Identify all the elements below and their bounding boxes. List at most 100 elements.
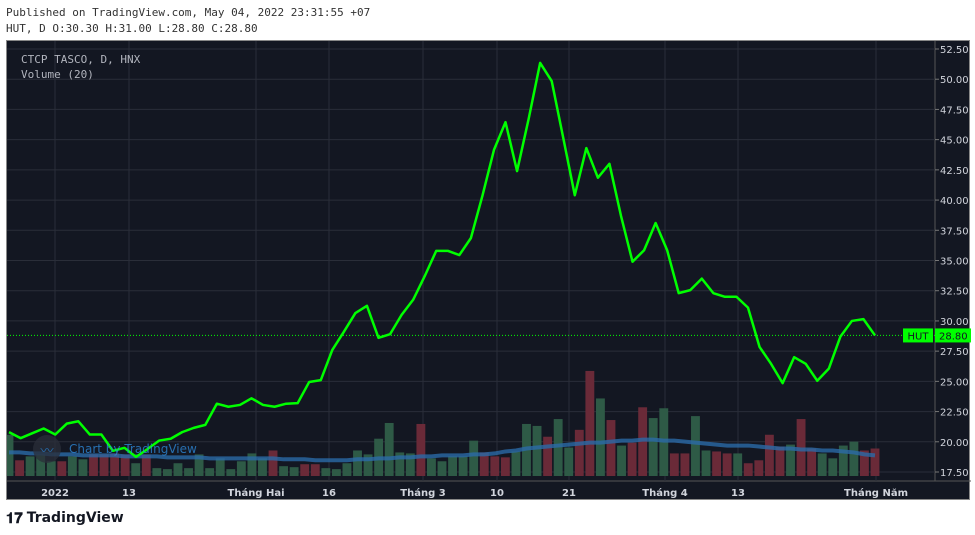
watermark: 〰 Chart by TradingView [33,435,197,463]
volume-bar [448,456,457,476]
volume-bar [363,454,373,476]
volume-bar [194,454,204,476]
price-tick-label: 22.50 [940,408,969,419]
volume-bar [849,441,859,476]
volume-bar [585,370,595,476]
volume-bar [141,454,151,476]
volume-bar [500,457,510,476]
price-tick-label: 27.50 [940,347,969,358]
brand-name: TradingView [26,510,124,526]
price-tick-label: 37.50 [940,226,969,237]
volume-bar [458,456,468,476]
tradingview-logo-icon: 𝟏𝟕 [6,509,23,527]
price-tick-label: 25.00 [940,377,969,388]
volume-bar [152,468,162,476]
volume-bar [786,444,795,476]
watermark-text: Chart by TradingView [69,442,197,456]
volume-bar [405,453,415,476]
symbol-label-bg [903,328,933,343]
volume-bar [490,456,500,476]
time-tick-label: 13 [122,488,136,499]
volume-bar [120,454,130,476]
volume-bar [173,463,183,476]
volume-bar [648,418,658,476]
price-line [8,61,877,459]
tradingview-logo[interactable]: 𝟏𝟕 TradingView [6,509,124,527]
volume-bar [78,459,88,476]
price-tick-label: 40.00 [940,196,969,207]
volume-bar [89,454,98,476]
volume-bar [353,450,362,476]
time-tick-label: 16 [322,488,336,499]
volume-bar [247,453,257,476]
symbol-label: HUT [908,331,930,342]
price-tick-label: 45.00 [940,136,969,147]
price-tick-label: 52.50 [940,45,969,56]
price-tick-label: 30.00 [940,317,969,328]
price-tick-label: 32.50 [940,287,969,298]
volume-bar [870,448,880,476]
last-price-value: 28.80 [939,331,968,342]
volume-bar [300,464,310,476]
tradingview-chart-icon: 〰 [33,435,61,463]
volume-bar [743,463,753,476]
symbol-legend[interactable]: CTCP TASCO, D, HNX [21,53,141,66]
time-tick-label: 10 [490,488,504,499]
volume-bar [701,450,711,476]
volume-bar [110,453,120,476]
volume-bar [574,429,584,476]
volume-bar [99,454,109,476]
last-price-badge [935,328,971,343]
volume-bar [416,423,426,476]
price-tick-label: 17.50 [940,468,969,479]
volume-bar [215,458,225,476]
volume-bar [838,445,848,476]
chart-area[interactable]: 52.50 50.00 47.50 45.00 42.50 40.00 37.50 35.00… [6,40,971,501]
volume-bar [754,460,764,476]
volume-bar [437,461,447,476]
volume-bar [427,458,436,476]
volume-bar [775,446,785,476]
volume-bar [669,453,679,476]
volume-bar [680,453,690,476]
volume-bar [162,469,172,476]
price-chart[interactable]: 52.50 50.00 47.50 45.00 42.50 40.00 37.50 35.00… [7,41,971,501]
volume-bar [469,440,479,476]
price-tick-label: 42.50 [940,166,969,177]
volume-bar [131,463,141,476]
volume-bar [236,461,246,476]
volume-bar [258,458,267,476]
volume-legend[interactable]: Volume (20) [21,68,94,81]
volume-bar [595,398,605,476]
volume-bar [860,450,869,476]
volume-bar [828,458,838,476]
volume-bar [268,450,278,476]
price-tick-label: 50.00 [940,75,969,86]
price-tick-label: 35.00 [940,257,969,268]
volume-bar [25,456,35,476]
volume-bar [46,461,56,476]
volume-bar [395,452,405,476]
volume-bar [807,448,817,476]
volume-bar [733,453,743,476]
volume-bar [479,452,489,476]
volume-bar [289,467,299,476]
volume-bar [722,453,732,476]
volume-bar [321,468,331,476]
time-tick-label: Tháng 3 [400,487,445,499]
volume-bar [205,468,215,476]
volume-bar [310,464,320,476]
volume-bar [15,460,24,476]
time-tick-label: 13 [731,488,745,499]
volume-bar [543,436,553,476]
volume-bar [764,434,774,476]
volume-bar [817,453,827,476]
price-tick-label: 47.50 [940,105,969,116]
time-tick-label: Tháng Hai [228,487,285,499]
volume-bar [712,451,722,476]
time-tick-label: Tháng Năm [844,487,908,499]
volume-bar [511,451,521,476]
time-tick-label: 21 [562,488,576,499]
time-tick-label: Tháng 4 [642,487,687,499]
volume-bar [564,447,574,476]
